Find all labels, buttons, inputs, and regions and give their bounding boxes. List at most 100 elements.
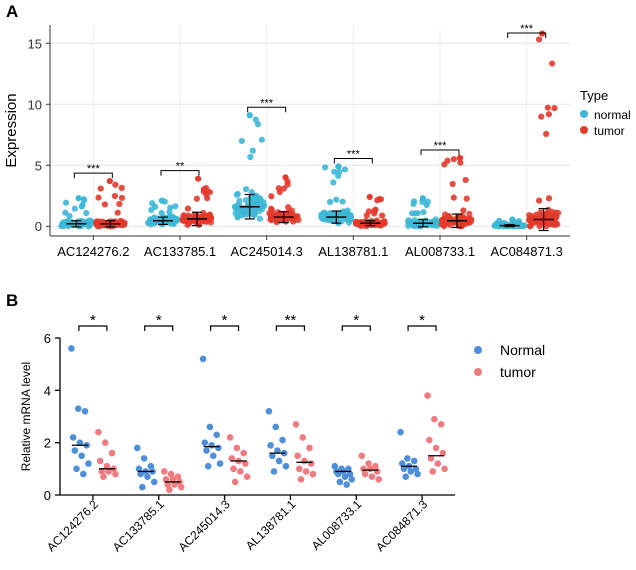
data-point-normal xyxy=(78,203,85,210)
data-point-tumor xyxy=(535,36,543,43)
data-point-Normal xyxy=(80,470,87,478)
data-point-tumor xyxy=(184,205,191,212)
significance-label: * xyxy=(90,312,96,329)
data-point-Normal xyxy=(201,439,209,446)
significance-bracket xyxy=(333,157,373,164)
significance-label: *** xyxy=(434,140,448,152)
data-point-Normal xyxy=(274,447,281,454)
data-point-tumor xyxy=(95,428,102,436)
data-point-Normal xyxy=(346,470,354,478)
data-point-tumor xyxy=(543,130,550,138)
data-point-tumor xyxy=(544,104,551,111)
y-tick-label-b: 0 xyxy=(44,488,51,503)
data-point-tumor xyxy=(437,421,445,428)
significance-bracket xyxy=(209,325,240,331)
data-point-tumor xyxy=(174,473,182,480)
significance-label: *** xyxy=(347,148,361,160)
data-point-tumor xyxy=(112,470,119,478)
data-point-tumor xyxy=(450,194,457,201)
data-point-normal xyxy=(254,121,262,128)
data-point-tumor xyxy=(118,184,125,191)
data-point-Normal xyxy=(343,481,350,488)
data-point-tumor xyxy=(236,468,244,475)
data-point-tumor xyxy=(368,473,376,480)
data-point-Normal xyxy=(267,441,274,449)
data-point-tumor xyxy=(380,218,388,225)
data-point-tumor xyxy=(434,460,442,467)
data-point-tumor xyxy=(230,465,237,473)
data-point-tumor xyxy=(295,216,302,224)
data-point-tumor xyxy=(427,455,435,462)
data-point-tumor xyxy=(97,185,104,192)
data-point-tumor xyxy=(177,483,185,491)
data-point-max-tumor xyxy=(106,178,113,185)
y-tick-label-b: 6 xyxy=(44,331,51,346)
data-point-normal xyxy=(321,164,329,171)
data-point-normal xyxy=(242,186,250,193)
significance-label: * xyxy=(353,312,359,329)
data-point-Normal xyxy=(133,444,141,452)
data-point-tumor xyxy=(462,218,469,226)
data-point-tumor xyxy=(192,212,199,219)
data-point-tumor xyxy=(103,462,111,470)
legend-marker-tumor xyxy=(580,126,588,134)
data-point-Normal xyxy=(331,462,339,470)
data-point-Normal xyxy=(139,483,146,491)
data-point-tumor xyxy=(101,439,109,446)
x-tick-label-a: AC084871.3 xyxy=(491,244,563,259)
data-point-normal xyxy=(242,196,249,204)
data-point-tumor xyxy=(98,468,106,475)
data-point-normal xyxy=(341,166,349,173)
data-point-tumor xyxy=(438,216,446,223)
data-point-normal xyxy=(83,209,90,217)
data-point-tumor xyxy=(466,210,473,217)
x-tick-label-a: AC245014.3 xyxy=(231,244,303,259)
x-tick-label-a: AC124276.2 xyxy=(57,244,129,259)
data-point-normal xyxy=(234,214,241,221)
data-point-Normal xyxy=(147,462,155,470)
data-point-normal xyxy=(420,209,427,216)
data-point-tumor xyxy=(424,392,431,399)
data-point-tumor xyxy=(365,460,372,467)
data-point-tumor xyxy=(100,473,107,480)
legend-title-a: Type xyxy=(580,88,608,103)
data-point-tumor xyxy=(185,217,192,224)
data-point-Normal xyxy=(279,436,286,444)
data-point-tumor xyxy=(372,206,379,213)
data-point-normal xyxy=(521,222,528,229)
x-tick-label-b: AC133785.1 xyxy=(110,497,167,554)
data-point-tumor xyxy=(538,113,545,120)
data-point-tumor xyxy=(449,180,456,188)
data-point-tumor xyxy=(363,212,370,219)
data-point-normal xyxy=(249,147,256,154)
legend-label-tumor: tumor xyxy=(500,364,536,380)
data-point-Normal xyxy=(69,434,77,441)
data-point-tumor xyxy=(460,207,467,214)
data-point-tumor xyxy=(425,436,433,444)
data-point-tumor xyxy=(94,218,102,225)
data-point-Normal xyxy=(85,460,92,467)
data-point-Normal xyxy=(414,470,421,478)
data-point-Normal xyxy=(140,455,148,462)
data-point-normal xyxy=(433,218,440,225)
data-point-max-tumor xyxy=(282,174,289,181)
data-point-normal xyxy=(326,198,334,206)
data-point-tumor xyxy=(299,434,307,441)
data-point-normal xyxy=(248,189,255,196)
data-point-tumor xyxy=(193,195,200,202)
data-point-Normal xyxy=(270,468,278,475)
data-point-max-normal xyxy=(419,195,426,202)
data-point-Normal xyxy=(269,452,276,460)
data-point-max-tumor xyxy=(195,175,202,182)
data-point-tumor xyxy=(548,60,556,67)
data-point-tumor xyxy=(162,476,170,483)
data-point-Normal xyxy=(341,473,349,480)
data-point-Normal xyxy=(76,439,84,446)
data-point-tumor xyxy=(96,457,104,465)
significance-bracket xyxy=(78,325,108,331)
data-point-normal xyxy=(252,116,259,123)
data-point-tumor xyxy=(101,201,108,208)
legend-label-Normal: Normal xyxy=(500,342,545,358)
x-tick-label-b: AC245014.3 xyxy=(176,497,233,554)
